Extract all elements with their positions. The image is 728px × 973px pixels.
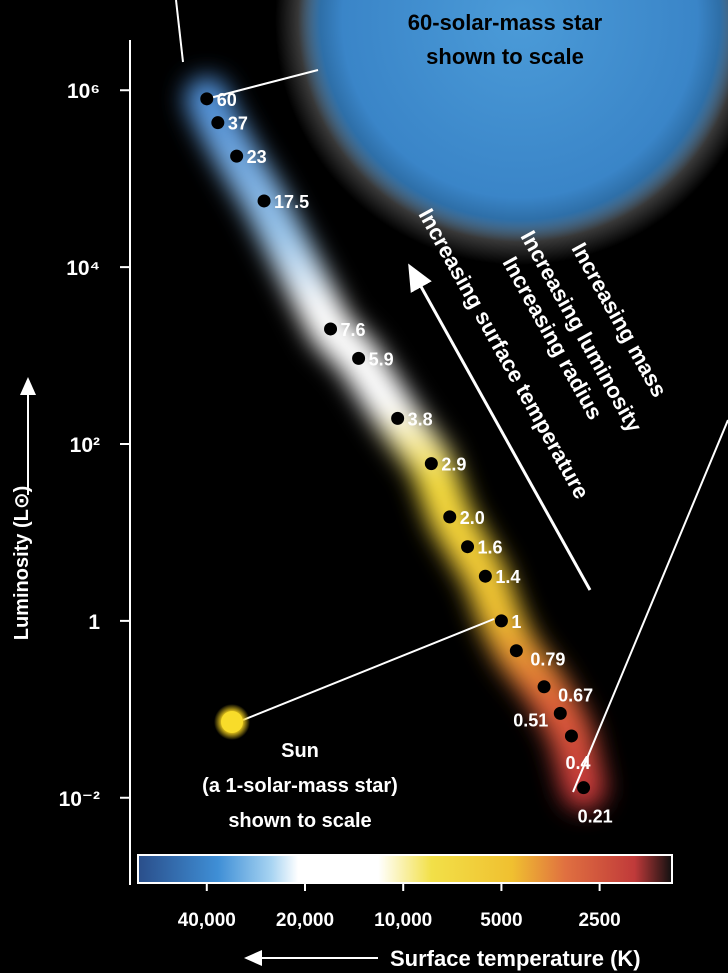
x-tick-label: 10,000 [374, 910, 432, 931]
y-axis-label: Luminosity (L⊙) [11, 486, 33, 641]
leader-line [243, 619, 494, 720]
data-point [425, 458, 437, 470]
point-label: 37 [228, 114, 248, 134]
data-point [392, 412, 404, 424]
data-point [444, 511, 456, 523]
x-tick-label: 40,000 [178, 910, 236, 931]
data-point [578, 782, 590, 794]
data-point [325, 323, 337, 335]
data-point [201, 93, 213, 105]
point-label: 60 [217, 90, 237, 110]
leader-line [176, 0, 183, 62]
chart: 60-solar-mass star shown to scale Sun (a… [0, 0, 728, 973]
point-label: 5.9 [369, 349, 394, 369]
data-point [353, 352, 365, 364]
y-tick-label: 1 [88, 611, 100, 634]
point-label: 3.8 [408, 409, 433, 429]
y-tick-label: 10⁻² [59, 788, 100, 811]
point-label: 0.51 [513, 710, 548, 730]
temperature-color-bar [138, 855, 672, 883]
data-point [231, 150, 243, 162]
point-label: 0.79 [530, 650, 565, 670]
point-label: 17.5 [274, 192, 309, 212]
y-tick-label: 10⁴ [66, 257, 100, 280]
sun-label: (a 1-solar-mass star) [202, 775, 398, 797]
leader-line [573, 420, 728, 792]
x-tick-label: 20,000 [276, 910, 334, 931]
point-label: 0.4 [565, 753, 590, 773]
x-tick-label: 5000 [480, 910, 522, 931]
data-point [565, 730, 577, 742]
data-point [554, 707, 566, 719]
data-point [495, 615, 507, 627]
point-label: 23 [247, 147, 267, 167]
y-tick-label: 10⁶ [67, 80, 100, 103]
big-star-label: 60-solar-mass star [408, 10, 603, 35]
point-label: 1.6 [478, 538, 503, 558]
y-tick-label: 10² [70, 434, 100, 457]
x-axis-label: Surface temperature (K) [390, 946, 641, 971]
data-point [538, 681, 550, 693]
point-label: 1 [511, 612, 521, 632]
data-point [212, 117, 224, 129]
point-label: 7.6 [341, 320, 366, 340]
sun-label: shown to scale [228, 810, 371, 832]
point-label: 1.4 [495, 567, 520, 587]
sun [221, 711, 243, 733]
point-label: 0.21 [578, 807, 613, 827]
data-point [479, 570, 491, 582]
point-label: 0.67 [558, 686, 593, 706]
sun-label: Sun [281, 740, 319, 762]
data-point [258, 195, 270, 207]
data-point [510, 645, 522, 657]
point-label: 2.0 [460, 508, 485, 528]
point-label: 2.9 [441, 455, 466, 475]
x-tick-label: 2500 [578, 910, 620, 931]
big-star-label: shown to scale [426, 44, 584, 69]
data-point [462, 541, 474, 553]
